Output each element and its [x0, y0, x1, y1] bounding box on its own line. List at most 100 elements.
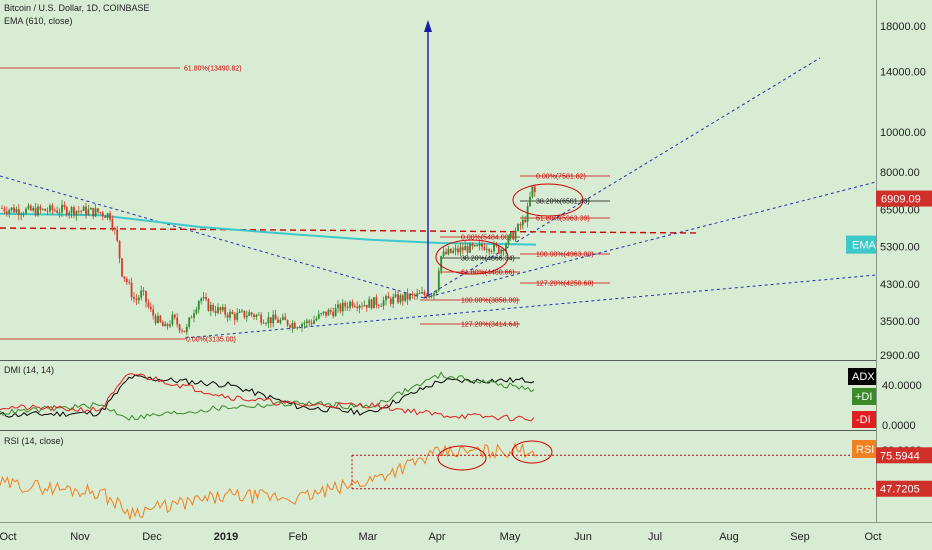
candle-body [27, 205, 30, 209]
candle-body [10, 207, 13, 210]
candle-body [154, 315, 157, 323]
candle-body [195, 309, 198, 314]
candle-body [65, 207, 68, 215]
candle-body [404, 292, 407, 301]
candle-body [92, 207, 95, 217]
candle-body [406, 292, 409, 300]
highlight-ellipse-mid [435, 239, 509, 275]
candle-body [159, 315, 162, 322]
candle-body [73, 207, 75, 216]
candle-body [53, 210, 56, 212]
candle-body [437, 270, 440, 291]
candle-body [22, 213, 25, 215]
candle-body [181, 330, 183, 332]
candle-body [113, 228, 116, 230]
candle-body [161, 321, 164, 327]
candle-body [433, 292, 435, 296]
candle-body [164, 323, 167, 327]
candle-body [233, 313, 236, 320]
candle-body [413, 294, 416, 296]
candle-body [411, 294, 414, 296]
candle-body [68, 212, 71, 215]
candle-body [123, 276, 126, 279]
candle-body [452, 250, 455, 253]
candle-body [385, 295, 387, 301]
candle-body [327, 310, 330, 316]
price-tick: 18000.00 [880, 21, 926, 33]
candle-body [533, 186, 536, 193]
candle-body [421, 292, 423, 294]
candle-body [231, 311, 234, 314]
candle-body [49, 205, 51, 212]
candle-body [80, 210, 83, 212]
candle-body [401, 295, 404, 301]
candle-body [221, 307, 224, 311]
candle-body [493, 243, 495, 252]
candle-body [317, 314, 320, 319]
candle-body [166, 323, 169, 327]
time-tick: Oct [864, 531, 881, 543]
candle-body [77, 210, 80, 212]
rsi-upper-tag-bg [876, 447, 932, 464]
candle-body [356, 306, 359, 308]
candle-body [70, 207, 73, 213]
dmi-line-plusdi [0, 371, 535, 421]
candle-body [157, 315, 159, 323]
candle-body [370, 299, 373, 309]
candle-body [325, 311, 327, 316]
candle-body [255, 314, 258, 317]
rsi-lower-tag: 47.7205 [880, 484, 920, 496]
rsi-tag: RSI [856, 444, 874, 456]
candle-body [517, 224, 519, 231]
candle-body [389, 298, 392, 305]
candle-body [178, 324, 181, 331]
candle-body [483, 246, 486, 250]
candle-body [137, 297, 140, 301]
candle-body [365, 304, 368, 308]
candle-body [409, 294, 411, 300]
plus-di-tag: +DI [855, 391, 872, 403]
candle-body [8, 209, 11, 214]
fib-label-big_618: 61.80%(13490.82) [184, 66, 242, 73]
candle-body [440, 256, 443, 271]
candle-body [63, 204, 66, 208]
trendline-steep [423, 57, 821, 299]
candle-body [279, 319, 282, 323]
price-tick: 3500.00 [880, 316, 920, 328]
candle-body [505, 244, 507, 252]
candle-body [111, 219, 114, 229]
candle-body [380, 305, 383, 307]
rsi-title: RSI (14, close) [4, 436, 64, 446]
time-tick: 2019 [214, 531, 238, 543]
candle-body [200, 298, 203, 302]
candle-body [272, 314, 275, 324]
candle-body [334, 307, 337, 317]
dmi-line-minusdi [0, 373, 535, 422]
candle-body [149, 306, 152, 310]
candle-body [416, 293, 419, 296]
candle-body [512, 232, 515, 240]
candle-body [526, 206, 529, 222]
candle-body [449, 248, 452, 253]
candle-body [142, 290, 145, 292]
fib-label-a_100: 100.00%(4963.00) [536, 252, 594, 259]
fib-label-low_0: 0.00%(3135.00) [186, 337, 236, 344]
candle-body [238, 311, 241, 313]
candle-body [473, 245, 476, 247]
fib-label-b_1272: 127.20%(3414.64) [461, 322, 519, 329]
candle-body [478, 244, 481, 246]
candle-body [133, 297, 135, 300]
candle-body [243, 310, 246, 318]
rsi-tag-bg [852, 440, 876, 458]
candle-body [250, 312, 253, 315]
candle-body [13, 207, 15, 213]
candle-body [51, 205, 54, 211]
candle-body [140, 290, 143, 298]
candle-body [262, 322, 265, 324]
minus-di-tag-bg [852, 411, 876, 428]
candle-body [176, 317, 179, 325]
candle-body [29, 205, 32, 211]
candle-body [445, 251, 447, 255]
